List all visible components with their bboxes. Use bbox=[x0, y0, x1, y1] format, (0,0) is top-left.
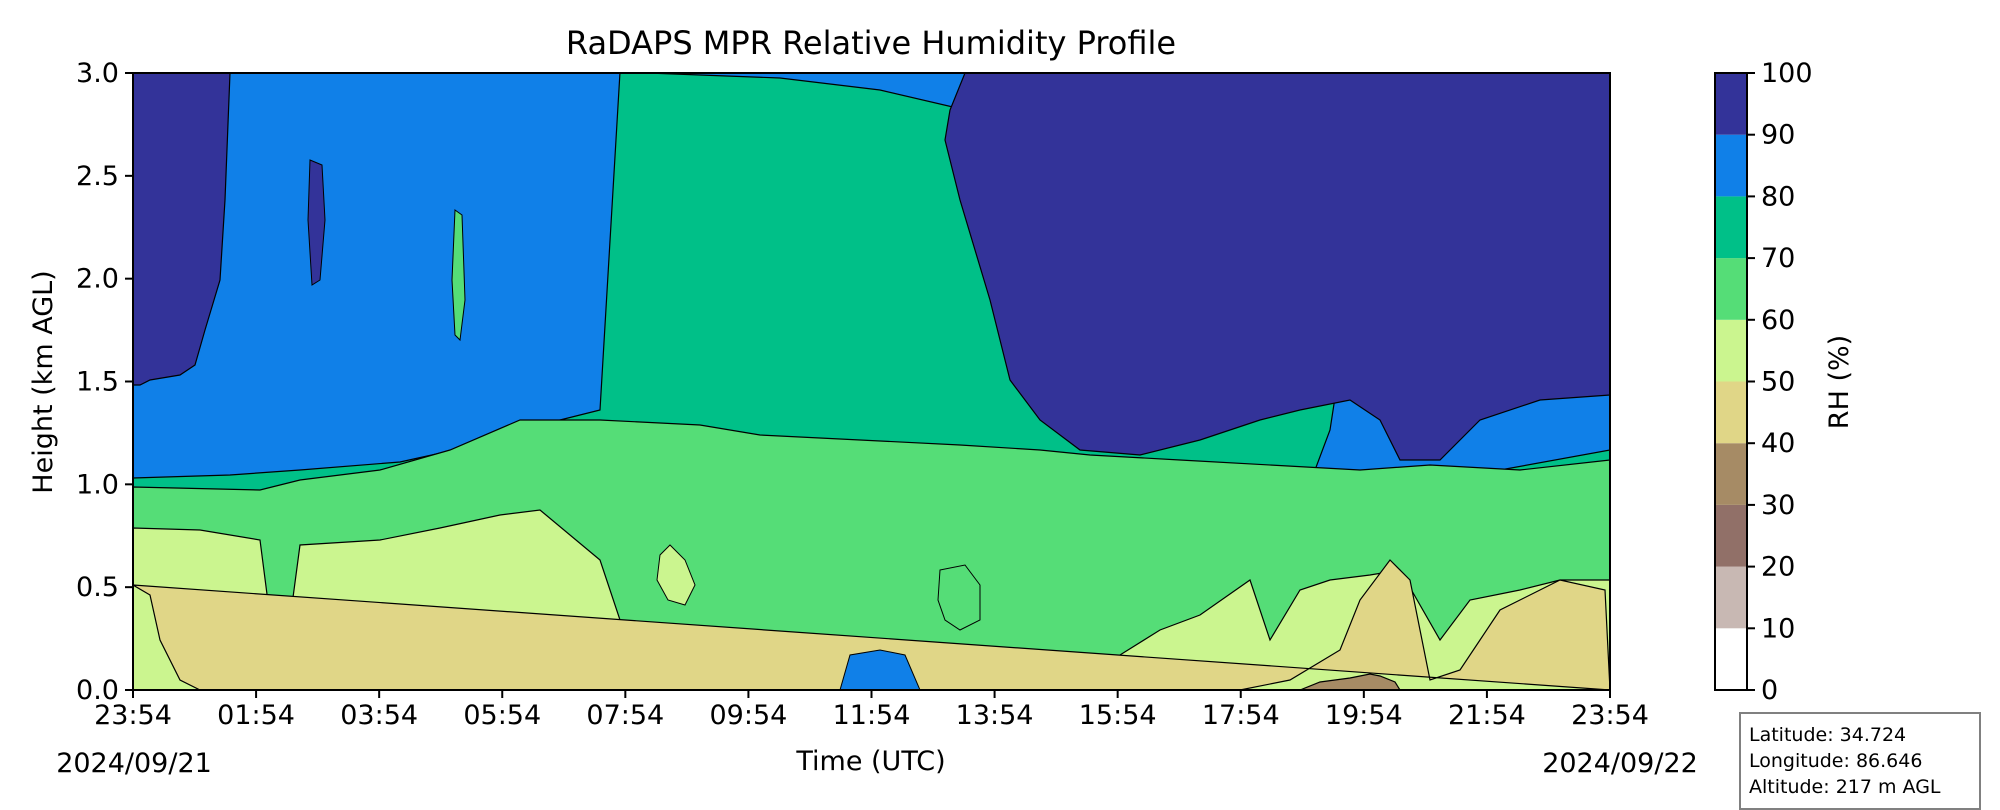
station-info-box: Latitude: 34.724 Longitude: 86.646 Altit… bbox=[1739, 712, 1981, 810]
colorbar-swatch bbox=[1715, 381, 1747, 444]
y-tick-label: 2.0 bbox=[76, 264, 119, 295]
longitude-text: Longitude: 86.646 bbox=[1749, 750, 1923, 772]
x-axis: 23:54 01:54 03:54 05:54 07:54 09:54 11:54 13:54… bbox=[94, 690, 1649, 731]
chart-title: RaDAPS MPR Relative Humidity Profile bbox=[566, 24, 1176, 62]
x-tick-label: 13:54 bbox=[956, 700, 1034, 731]
colorbar-swatch bbox=[1715, 73, 1747, 135]
colorbar-tick-label: 100 bbox=[1761, 58, 1813, 89]
colorbar-tick-label: 70 bbox=[1761, 243, 1795, 274]
rh-patch-blue-11utc bbox=[839, 649, 921, 690]
colorbar-tick-label: 80 bbox=[1761, 181, 1795, 212]
colorbar-tick-label: 20 bbox=[1761, 552, 1795, 583]
x-tick-label: 19:54 bbox=[1325, 700, 1403, 731]
y-tick-label: 0.5 bbox=[76, 572, 119, 603]
rh-band-30-40 bbox=[1299, 673, 1401, 690]
colorbar-swatch bbox=[1715, 628, 1747, 690]
x-tick-label: 03:54 bbox=[340, 700, 418, 731]
end-date-label: 2024/09/22 bbox=[1542, 748, 1698, 779]
y-tick-label: 1.5 bbox=[76, 367, 119, 398]
y-tick-label: 3.0 bbox=[76, 58, 119, 89]
x-tick-label: 01:54 bbox=[217, 700, 295, 731]
x-tick-label: 07:54 bbox=[586, 700, 664, 731]
colorbar-tick-label: 60 bbox=[1761, 305, 1795, 336]
x-tick-label: 11:54 bbox=[833, 700, 911, 731]
y-tick-label: 2.5 bbox=[76, 161, 119, 192]
x-tick-label: 21:54 bbox=[1448, 700, 1526, 731]
colorbar-swatch bbox=[1715, 566, 1747, 629]
colorbar-swatch bbox=[1715, 319, 1747, 382]
x-tick-label: 05:54 bbox=[463, 700, 541, 731]
x-axis-label: Time (UTC) bbox=[795, 746, 945, 777]
start-date-label: 2024/09/21 bbox=[56, 748, 212, 779]
x-tick-label: 09:54 bbox=[710, 700, 788, 731]
y-tick-label: 0.0 bbox=[76, 675, 119, 706]
y-axis: 0.0 0.5 1.0 1.5 2.0 2.5 3.0 bbox=[76, 58, 133, 706]
colorbar-tick-label: 10 bbox=[1761, 613, 1795, 644]
colorbar-tick-label: 30 bbox=[1761, 490, 1795, 521]
rh-band-90-100-left bbox=[133, 73, 231, 386]
colorbar-swatch bbox=[1715, 443, 1747, 505]
rh-patch-green-5utc bbox=[451, 209, 466, 342]
colorbar-swatch bbox=[1715, 258, 1747, 320]
x-tick-label: 15:54 bbox=[1079, 700, 1157, 731]
rh-patch-lightgreen-8utc bbox=[656, 544, 696, 606]
y-tick-label: 1.0 bbox=[76, 469, 119, 500]
colorbar-tick-label: 40 bbox=[1761, 428, 1795, 459]
colorbar-swatch bbox=[1715, 196, 1747, 259]
altitude-text: Altitude: 217 m AGL bbox=[1749, 776, 1941, 798]
x-tick-label: 23:54 bbox=[94, 700, 172, 731]
colorbar: 0 10 20 30 40 50 60 70 80 90 100 bbox=[1714, 58, 1813, 706]
colorbar-swatch bbox=[1715, 504, 1747, 567]
latitude-text: Latitude: 34.724 bbox=[1749, 724, 1907, 746]
rh-patch-90-100-small bbox=[307, 159, 326, 286]
colorbar-label: RH (%) bbox=[1824, 335, 1855, 429]
plot-area bbox=[133, 73, 1610, 690]
colorbar-tick-label: 50 bbox=[1761, 367, 1795, 398]
colorbar-tick-label: 90 bbox=[1761, 120, 1795, 151]
rh-band-90-100-right bbox=[944, 73, 1610, 461]
rh-band-40-50 bbox=[133, 559, 1610, 690]
y-axis-label: Height (km AGL) bbox=[28, 270, 59, 493]
colorbar-tick-label: 0 bbox=[1761, 675, 1778, 706]
x-tick-label: 17:54 bbox=[1202, 700, 1280, 731]
colorbar-swatch bbox=[1715, 134, 1747, 197]
x-tick-label: 23:54 bbox=[1571, 700, 1649, 731]
rh-patch-green-13utc bbox=[937, 564, 981, 631]
